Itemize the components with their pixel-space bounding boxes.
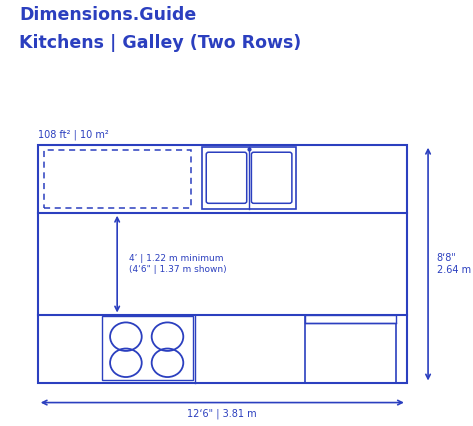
Bar [38,145,407,383]
FancyBboxPatch shape [251,152,292,203]
Bar [102,316,193,380]
Bar [44,150,191,208]
Text: 8‘8"
2.64 m: 8‘8" 2.64 m [437,253,471,275]
Text: Dimensions.Guide: Dimensions.Guide [19,6,196,24]
Text: 4’ | 1.22 m minimum
(4‘6" | 1.37 m shown): 4’ | 1.22 m minimum (4‘6" | 1.37 m shown… [129,254,227,274]
Text: Kitchens | Galley (Two Rows): Kitchens | Galley (Two Rows) [19,34,301,52]
Bar [306,315,396,383]
Text: 12‘6" | 3.81 m: 12‘6" | 3.81 m [187,409,257,420]
Bar [202,147,296,209]
Bar [306,315,396,323]
Text: 108 ft² | 10 m²: 108 ft² | 10 m² [38,129,109,140]
FancyBboxPatch shape [206,152,247,203]
